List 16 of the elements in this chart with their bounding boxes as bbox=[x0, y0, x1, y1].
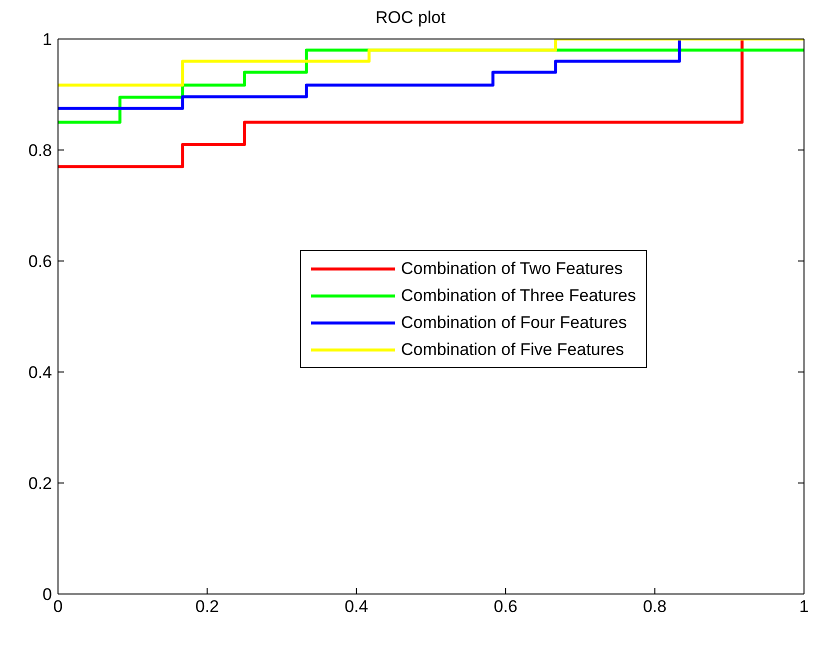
legend-label: Combination of Two Features bbox=[401, 258, 623, 278]
x-tick-label: 0.4 bbox=[344, 597, 368, 616]
legend-label: Combination of Five Features bbox=[401, 340, 624, 360]
x-tick-label: 0.2 bbox=[195, 597, 220, 616]
legend-label: Combination of Three Features bbox=[401, 286, 636, 306]
y-tick-label: 0.4 bbox=[28, 363, 52, 382]
y-tick-label: 1 bbox=[42, 30, 52, 50]
y-tick-label: 0.2 bbox=[28, 474, 52, 494]
y-tick-label: 0.8 bbox=[28, 141, 52, 160]
x-tick-label: 0.6 bbox=[494, 597, 518, 616]
x-tick-label: 0.8 bbox=[642, 597, 667, 616]
y-tick-label: 0.6 bbox=[28, 252, 52, 272]
legend-label: Combination of Four Features bbox=[401, 312, 627, 332]
y-tick-label: 0 bbox=[42, 585, 52, 604]
chart-title: ROC plot bbox=[374, 8, 446, 29]
x-tick-label: 1 bbox=[799, 597, 809, 616]
